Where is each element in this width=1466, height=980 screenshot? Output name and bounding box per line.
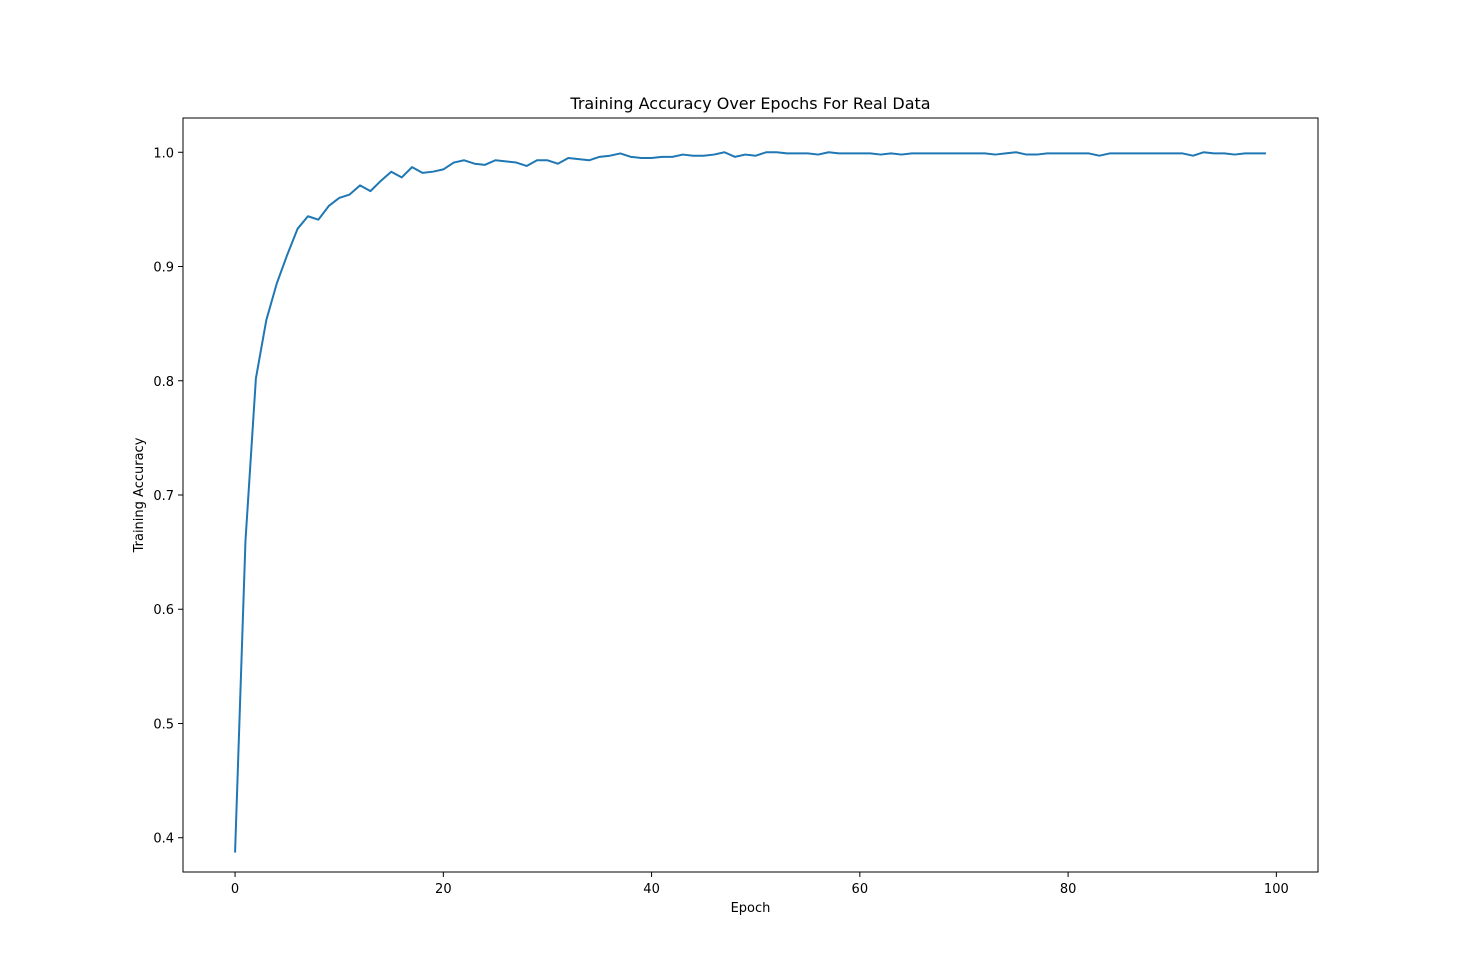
x-tick-label: 80	[1060, 882, 1077, 897]
y-tick-label: 0.6	[153, 603, 174, 618]
y-axis-label: Training Accuracy	[132, 437, 147, 553]
x-tick-label: 100	[1264, 882, 1289, 897]
y-tick-label: 0.4	[153, 832, 174, 847]
x-tick-label: 0	[231, 882, 239, 897]
y-tick-label: 1.0	[153, 146, 174, 161]
x-tick-label: 60	[852, 882, 869, 897]
y-tick-label: 0.7	[153, 489, 174, 504]
x-tick-label: 40	[643, 882, 660, 897]
y-tick-label: 0.5	[153, 717, 174, 732]
x-tick-label: 20	[435, 882, 452, 897]
series-line-0	[234, 151, 1266, 853]
chart-title: Training Accuracy Over Epochs For Real D…	[569, 94, 930, 113]
y-tick-label: 0.9	[153, 261, 174, 276]
x-axis-label: Epoch	[731, 901, 771, 916]
y-tick-label: 0.8	[153, 375, 174, 390]
plot-area: 0 20 40 60 80 100 0.4 0.5 0.6 0.7 0.8 0.9 1.0	[153, 117, 1319, 897]
